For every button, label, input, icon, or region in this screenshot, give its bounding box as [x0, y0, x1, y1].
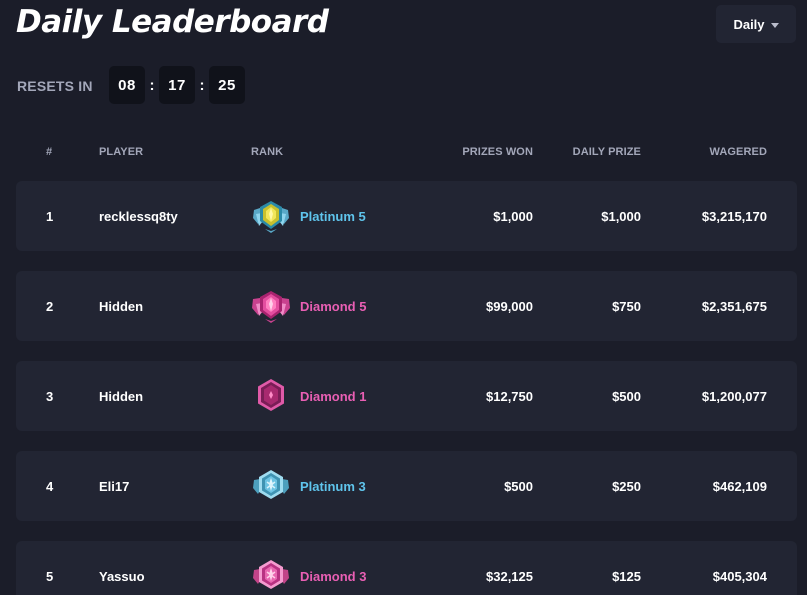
diamond-1-rank-badge-icon: [258, 379, 284, 411]
diamond-5-rank-badge-icon: [252, 291, 290, 323]
row-position: 4: [46, 478, 54, 494]
timer-seconds: 25: [209, 66, 245, 104]
rank-label: Platinum 5: [300, 208, 366, 224]
column-header-prizes-won: PRIZES WON: [462, 146, 533, 158]
row-position: 3: [46, 388, 54, 404]
timer-separator: :: [199, 76, 205, 94]
table-row[interactable]: 5 Yassuo Diamond 3 $32,125 $125 $405,304: [16, 541, 797, 595]
row-wagered: $462,109: [712, 478, 767, 494]
reset-countdown-timer: 08 : 17 : 25: [109, 66, 245, 104]
row-player-name: Hidden: [99, 298, 144, 314]
resets-in-label: RESETS IN: [17, 78, 93, 94]
row-wagered: $3,215,170: [701, 208, 767, 224]
period-dropdown[interactable]: Daily: [716, 5, 796, 43]
row-wagered: $2,351,675: [701, 298, 767, 314]
table-row[interactable]: 3 Hidden Diamond 1 $12,750 $500 $1,200,0…: [16, 361, 797, 431]
rank-label: Diamond 1: [300, 388, 367, 404]
row-position: 5: [46, 568, 54, 584]
row-daily-prize: $250: [612, 478, 641, 494]
row-position: 1: [46, 208, 54, 224]
row-player-name: recklessq8ty: [99, 208, 178, 224]
row-daily-prize: $1,000: [601, 208, 641, 224]
timer-minutes: 17: [159, 66, 195, 104]
row-wagered: $1,200,077: [701, 388, 767, 404]
row-prizes-won: $32,125: [486, 568, 533, 584]
column-header-player: PLAYER: [99, 146, 144, 158]
row-player-name: Eli17: [99, 478, 130, 494]
row-rank: Platinum 3: [250, 451, 366, 521]
row-daily-prize: $750: [612, 298, 641, 314]
row-position: 2: [46, 298, 54, 314]
diamond-3-rank-badge-icon: [253, 560, 289, 589]
row-rank: Diamond 5: [250, 271, 366, 341]
table-row[interactable]: 1 recklessq8ty Platinum 5 $1,000 $1,000 …: [16, 181, 797, 251]
timer-separator: :: [149, 76, 155, 94]
column-header-wagered: WAGERED: [709, 146, 767, 158]
timer-hours: 08: [109, 66, 145, 104]
rank-label: Diamond 3: [300, 568, 367, 584]
table-row[interactable]: 4 Eli17 Platinum 3 $500 $250 $462,109: [16, 451, 797, 521]
row-daily-prize: $500: [612, 388, 641, 404]
row-rank: Diamond 3: [250, 541, 366, 595]
rank-label: Platinum 3: [300, 478, 366, 494]
row-rank: Diamond 1: [250, 361, 366, 431]
period-dropdown-label: Daily: [733, 16, 765, 32]
column-header-position: #: [46, 146, 53, 158]
platinum-5-rank-badge-icon: [253, 201, 289, 233]
row-player-name: Yassuo: [99, 568, 145, 584]
row-wagered: $405,304: [712, 568, 767, 584]
table-row[interactable]: 2 Hidden Diamond 5 $99,000 $750 $2,351,6…: [16, 271, 797, 341]
rank-label: Diamond 5: [300, 298, 367, 314]
chevron-down-icon: [770, 22, 779, 28]
row-prizes-won: $500: [504, 478, 533, 494]
row-prizes-won: $12,750: [486, 388, 533, 404]
column-header-rank: RANK: [251, 146, 284, 158]
platinum-3-rank-badge-icon: [253, 470, 289, 499]
row-rank: Platinum 5: [250, 181, 366, 251]
row-prizes-won: $99,000: [486, 298, 533, 314]
row-player-name: Hidden: [99, 388, 144, 404]
table-header: # PLAYER RANK PRIZES WON DAILY PRIZE WAG…: [16, 146, 797, 162]
column-header-daily-prize: DAILY PRIZE: [572, 146, 641, 158]
row-prizes-won: $1,000: [493, 208, 533, 224]
row-daily-prize: $125: [612, 568, 641, 584]
page-title: Daily Leaderboard: [16, 4, 329, 40]
